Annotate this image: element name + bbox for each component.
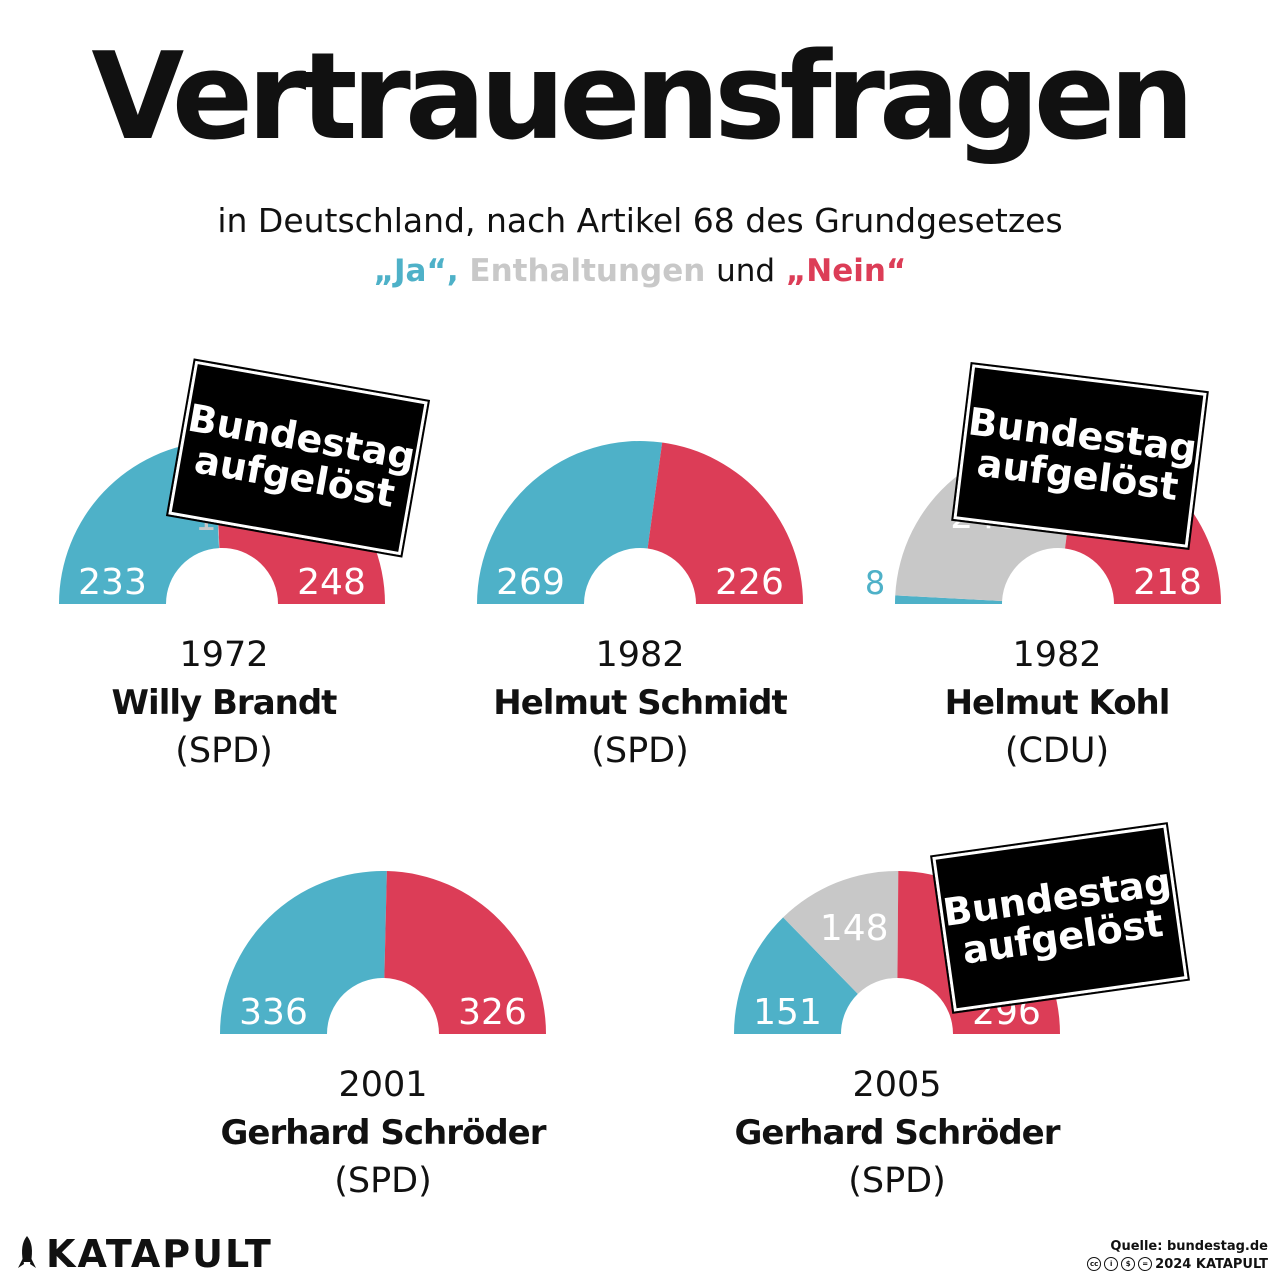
katapult-logo: KATAPULT bbox=[16, 1232, 273, 1276]
chart-year: 1982 bbox=[1012, 635, 1102, 675]
value-label-no: 248 bbox=[297, 562, 366, 603]
chart-year: 2001 bbox=[338, 1065, 428, 1105]
value-label-yes: 336 bbox=[239, 992, 308, 1033]
chart-year: 1972 bbox=[179, 635, 269, 675]
footer-credits: Quelle: bundestag.de cc i $ = 2024 KATAP… bbox=[1087, 1238, 1268, 1273]
chart-chancellor: Willy Brandt bbox=[111, 683, 338, 723]
legend-and: und bbox=[716, 253, 776, 289]
chart-chancellor: Gerhard Schröder bbox=[220, 1113, 547, 1153]
value-label-abstain: 148 bbox=[820, 908, 889, 949]
chart-caption-2: 1982 Helmut Schmidt (SPD) bbox=[430, 638, 850, 782]
chart-chancellor: Helmut Schmidt bbox=[493, 683, 787, 723]
source-text: Quelle: bundestag.de bbox=[1110, 1239, 1268, 1254]
legend-abstain: Enthaltungen bbox=[469, 253, 706, 289]
value-label-yes: 151 bbox=[753, 992, 822, 1033]
nd-icon: = bbox=[1138, 1257, 1153, 1272]
dissolved-stamp: Bundestag aufgelöst bbox=[951, 361, 1209, 551]
chart-caption-1: 1972 Willy Brandt (SPD) bbox=[14, 638, 434, 782]
chart-caption-3: 1982 Helmut Kohl (CDU) bbox=[847, 638, 1267, 782]
segment-yes bbox=[220, 871, 387, 1034]
value-label-no: 326 bbox=[458, 992, 527, 1033]
segment-abstain bbox=[783, 871, 899, 994]
value-label-yes: 8 bbox=[865, 564, 885, 602]
rocket-icon bbox=[18, 1236, 36, 1268]
chart-chancellor: Helmut Kohl bbox=[944, 683, 1171, 723]
segment-no bbox=[384, 871, 546, 1034]
dissolved-stamp: Bundestag aufgelöst bbox=[166, 358, 430, 558]
segment-yes bbox=[477, 441, 663, 604]
page-title: Vertrauensfragen bbox=[91, 28, 1194, 167]
cc-icon: cc bbox=[1087, 1257, 1102, 1272]
legend: „Ja“, Enthaltungen und „Nein“ bbox=[0, 256, 1280, 287]
legend-yes: „Ja“, bbox=[373, 253, 459, 289]
chart-party: (SPD) bbox=[591, 731, 689, 771]
chart-chancellor: Gerhard Schröder bbox=[734, 1113, 1061, 1153]
value-label-no: 218 bbox=[1133, 562, 1202, 603]
chart-year: 2005 bbox=[852, 1065, 942, 1105]
chart-caption-4: 2001 Gerhard Schröder (SPD) bbox=[173, 1068, 593, 1212]
chart-year: 1982 bbox=[595, 635, 685, 675]
by-icon: i bbox=[1104, 1257, 1119, 1272]
segment-yes bbox=[895, 595, 1003, 604]
value-label-yes: 233 bbox=[78, 562, 147, 603]
chart-party: (SPD) bbox=[848, 1161, 946, 1201]
dissolved-stamp: Bundestag aufgelöst bbox=[930, 821, 1190, 1015]
chart-party: (SPD) bbox=[175, 731, 273, 771]
segment-no bbox=[647, 442, 803, 604]
value-label-yes: 269 bbox=[496, 562, 565, 603]
license-row: cc i $ = 2024 KATAPULT bbox=[1087, 1256, 1268, 1274]
chart-party: (SPD) bbox=[334, 1161, 432, 1201]
nc-icon: $ bbox=[1121, 1257, 1136, 1272]
chart-party: (CDU) bbox=[1004, 731, 1110, 771]
chart-caption-5: 2005 Gerhard Schröder (SPD) bbox=[687, 1068, 1107, 1212]
copyright-text: 2024 KATAPULT bbox=[1155, 1256, 1268, 1272]
page-subtitle: in Deutschland, nach Artikel 68 des Grun… bbox=[217, 201, 1063, 240]
brand-name: KATAPULT bbox=[46, 1232, 273, 1276]
value-label-no: 226 bbox=[715, 562, 784, 603]
legend-no: „Nein“ bbox=[785, 253, 907, 289]
segment-yes bbox=[734, 917, 858, 1034]
